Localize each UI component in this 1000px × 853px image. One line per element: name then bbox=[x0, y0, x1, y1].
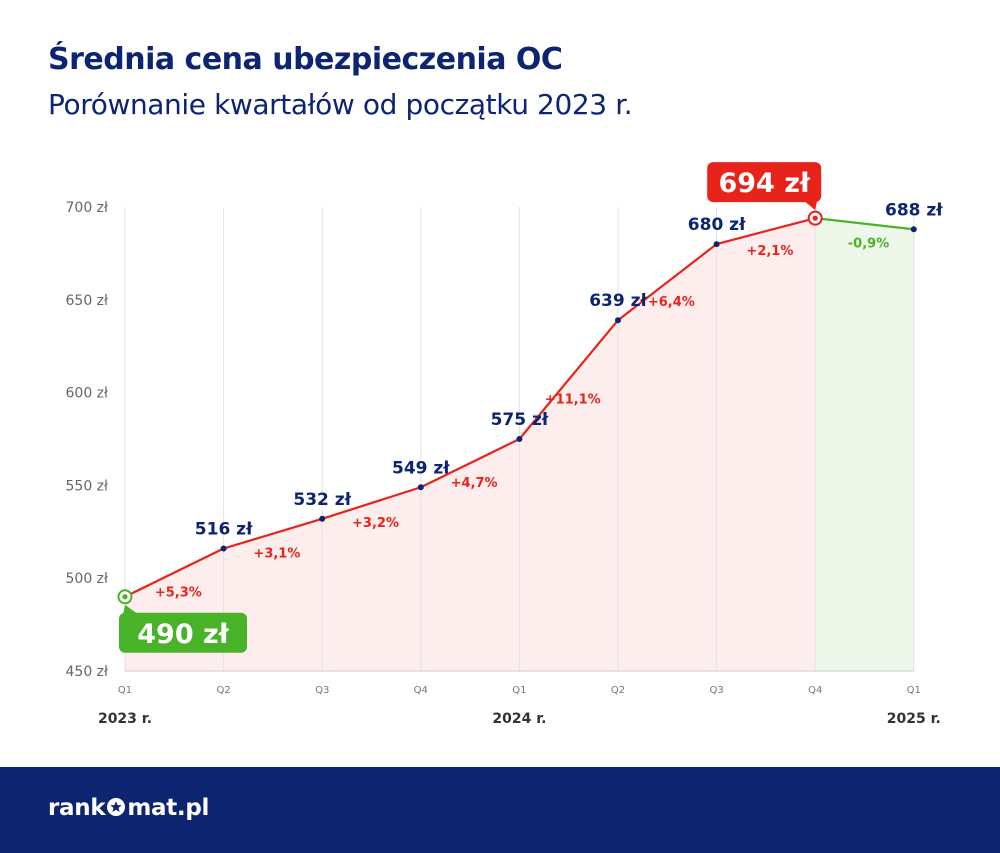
value-badge-label: 694 zł bbox=[718, 168, 810, 199]
series-line-segment bbox=[222, 517, 324, 550]
year-label: 2025 r. bbox=[887, 711, 941, 727]
x-tick-label: Q1 bbox=[118, 685, 132, 696]
y-tick-label: 650 zł bbox=[66, 293, 109, 309]
highlight-point bbox=[812, 215, 818, 221]
change-label: +5,3% bbox=[155, 586, 202, 601]
data-value-label: 688 zł bbox=[885, 200, 943, 220]
value-badge-pointer bbox=[123, 604, 139, 615]
series-line-segment bbox=[419, 437, 521, 489]
value-badge-label: 490 zł bbox=[137, 619, 229, 650]
data-value-label: 575 zł bbox=[491, 410, 549, 430]
series-line-segment bbox=[518, 319, 620, 441]
value-badge bbox=[707, 162, 822, 203]
year-label: 2023 r. bbox=[98, 711, 152, 727]
x-tick-label: Q1 bbox=[907, 685, 921, 696]
footer-bar: rank mat.pl bbox=[0, 767, 1000, 853]
area-fill-segment bbox=[420, 439, 520, 671]
area-fill-segment bbox=[716, 218, 816, 672]
highlight-point bbox=[122, 594, 128, 600]
data-point bbox=[713, 241, 720, 248]
change-label: +6,4% bbox=[648, 295, 695, 310]
data-point bbox=[220, 545, 227, 552]
change-label: -0,9% bbox=[848, 237, 889, 252]
data-point bbox=[516, 436, 523, 442]
area-fill-segment bbox=[618, 244, 717, 671]
y-tick-label: 700 zł bbox=[66, 200, 109, 216]
x-tick-label: Q4 bbox=[808, 685, 822, 696]
series-line-segment bbox=[616, 243, 718, 322]
x-tick-label: Q4 bbox=[414, 685, 428, 696]
data-value-label: 549 zł bbox=[392, 458, 450, 478]
change-label: +4,7% bbox=[451, 476, 498, 491]
area-fill-segment bbox=[519, 320, 618, 671]
x-tick-label: Q2 bbox=[611, 685, 625, 696]
series-line-segment bbox=[715, 217, 817, 246]
series-line-segment bbox=[814, 217, 915, 231]
brand-logo: rank mat.pl bbox=[48, 795, 209, 821]
data-point bbox=[417, 484, 424, 491]
x-tick-label: Q2 bbox=[216, 685, 230, 696]
change-label: +11,1% bbox=[545, 393, 601, 408]
year-label: 2024 r. bbox=[492, 711, 546, 727]
y-tick-label: 550 zł bbox=[66, 478, 109, 494]
data-point bbox=[615, 317, 621, 324]
series-line-segment bbox=[123, 547, 225, 598]
area-fill-segment bbox=[322, 487, 421, 671]
change-label: +3,1% bbox=[253, 547, 300, 562]
x-tick-label: Q3 bbox=[709, 685, 723, 696]
data-value-label: 639 zł bbox=[589, 291, 647, 311]
change-label: +3,2% bbox=[352, 516, 399, 531]
data-point bbox=[319, 515, 326, 522]
line-chart: 450 zł 500 zł 550 zł 600 zł 650 zł 700 zł Q1 Q2… bbox=[66, 162, 943, 727]
y-tick-label: 600 zł bbox=[66, 386, 109, 402]
chart-subtitle: Porównanie kwartałów od początku 2023 r. bbox=[48, 88, 633, 121]
y-tick-label: 500 zł bbox=[66, 571, 109, 587]
brand-logo-text-start: rank bbox=[48, 795, 106, 821]
value-badge bbox=[119, 612, 247, 653]
x-tick-label: Q1 bbox=[512, 685, 526, 696]
brand-logo-text-end: mat.pl bbox=[127, 795, 210, 821]
y-tick-label: 450 zł bbox=[66, 664, 109, 680]
area-fill-segment bbox=[223, 518, 323, 671]
series-line-segment bbox=[321, 486, 422, 520]
data-value-label: 516 zł bbox=[195, 520, 253, 540]
value-badge-pointer bbox=[803, 200, 818, 211]
chart-title: Średnia cena ubezpieczenia OC bbox=[48, 42, 563, 77]
x-tick-label: Q3 bbox=[315, 685, 329, 696]
change-label: +2,1% bbox=[746, 244, 793, 259]
data-value-label: 680 zł bbox=[688, 215, 746, 235]
star-icon bbox=[107, 798, 126, 816]
area-fill-segment bbox=[815, 218, 914, 672]
data-point bbox=[910, 226, 917, 233]
data-value-label: 532 zł bbox=[293, 490, 351, 510]
